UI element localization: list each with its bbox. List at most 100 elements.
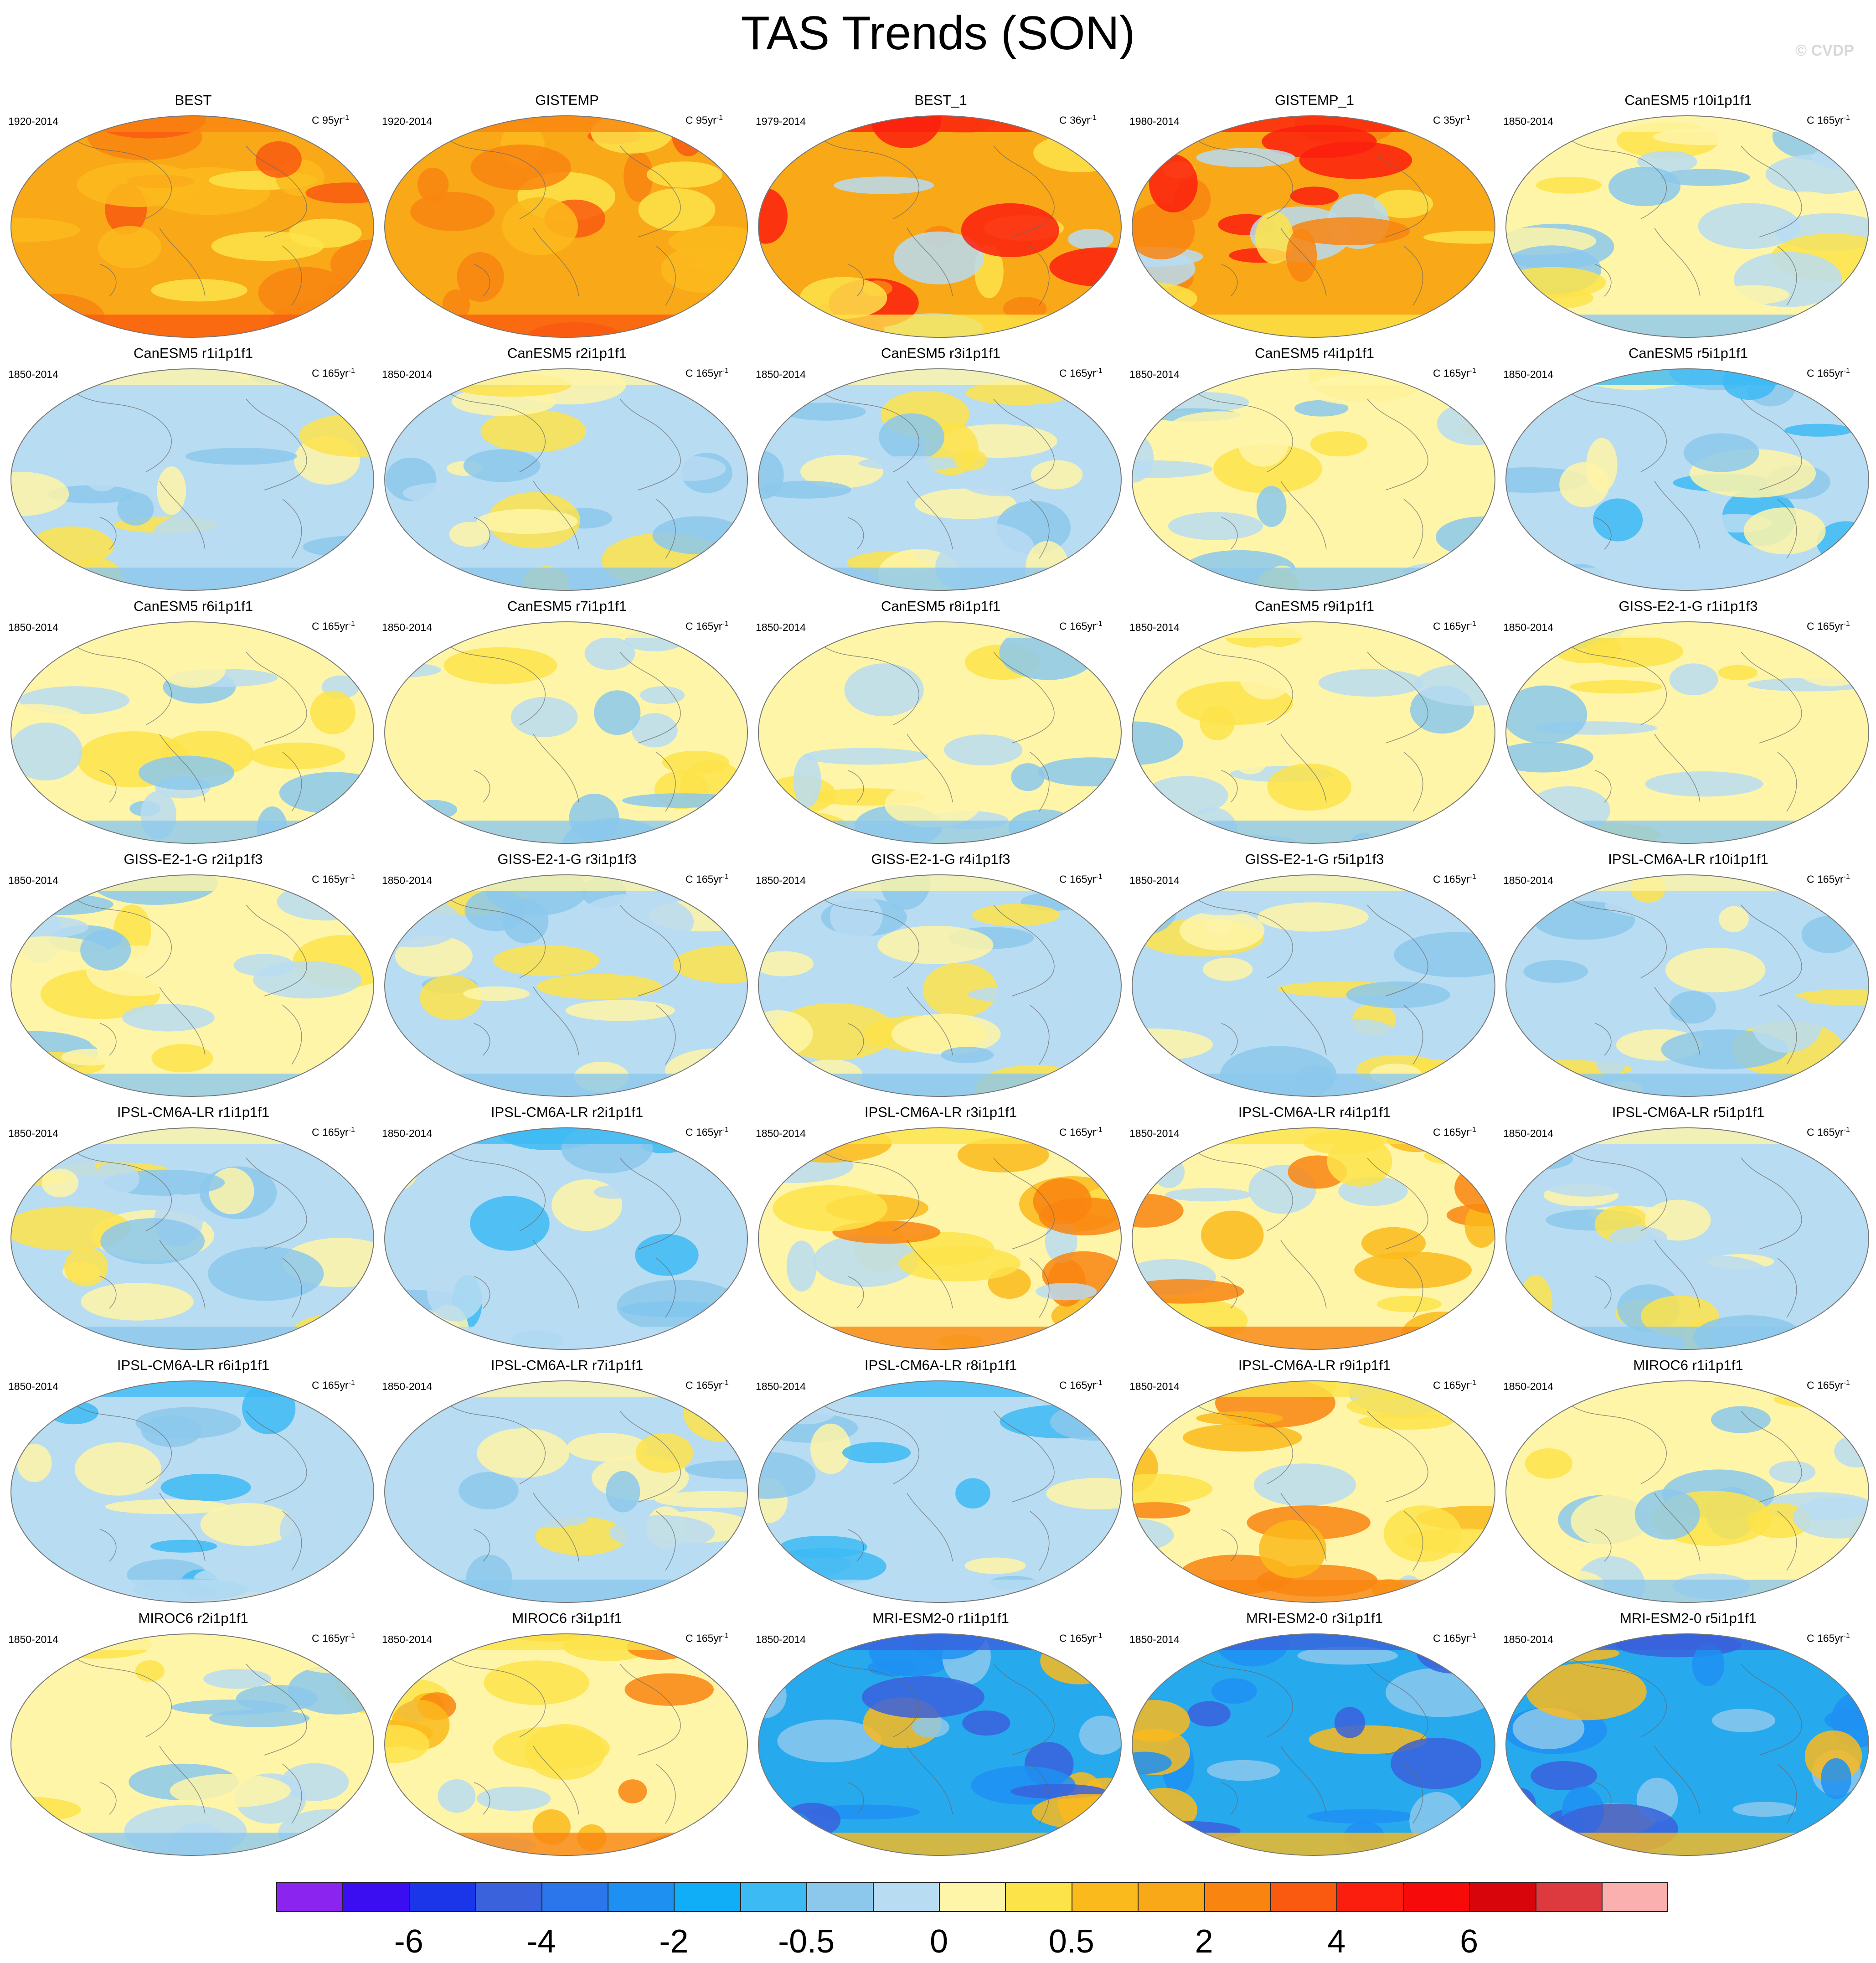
map-outline bbox=[1132, 115, 1495, 338]
coastline bbox=[451, 1659, 546, 1737]
panel-title: IPSL-CM6A-LR r8i1p1f1 bbox=[864, 1357, 1017, 1373]
coastline bbox=[451, 900, 546, 978]
antarctic-band bbox=[1506, 1074, 1869, 1096]
panel-title: CanESM5 r3i1p1f1 bbox=[881, 345, 1000, 361]
panel-period: 1850-2014 bbox=[8, 368, 58, 380]
trend-region bbox=[1202, 957, 1253, 981]
trend-region bbox=[758, 951, 814, 976]
antarctic-band bbox=[1132, 1327, 1495, 1349]
trend-region bbox=[1644, 627, 1738, 675]
panel-period: 1850-2014 bbox=[8, 1127, 58, 1139]
trend-region bbox=[339, 558, 374, 579]
colorbar-swatch bbox=[1535, 1882, 1602, 1912]
trend-region bbox=[443, 647, 557, 684]
coastline bbox=[1198, 900, 1293, 978]
trend-region bbox=[898, 1246, 1021, 1281]
map-outline bbox=[10, 1633, 374, 1856]
panel-period: 1850-2014 bbox=[756, 368, 806, 380]
trend-region bbox=[1644, 1199, 1711, 1241]
trend-region bbox=[1168, 512, 1263, 540]
trend-region bbox=[493, 1726, 610, 1770]
coastline bbox=[1198, 647, 1293, 725]
world-map bbox=[10, 1127, 374, 1350]
figure-title: TAS Trends (SON) bbox=[741, 7, 1135, 60]
trend-region bbox=[618, 1779, 647, 1803]
trend-region bbox=[200, 1503, 295, 1546]
trend-region bbox=[1386, 1668, 1495, 1717]
trend-region bbox=[1669, 991, 1716, 1024]
trend-region bbox=[867, 1659, 917, 1676]
antarctic-band bbox=[11, 315, 374, 337]
trend-region bbox=[427, 1263, 484, 1322]
trend-region bbox=[151, 514, 237, 562]
coastline bbox=[825, 141, 919, 219]
trend-region bbox=[1376, 1296, 1442, 1312]
trend-region bbox=[438, 1779, 476, 1813]
panel-title: MRI-ESM2-0 r5i1p1f1 bbox=[1620, 1610, 1757, 1626]
panel-title: CanESM5 r8i1p1f1 bbox=[881, 598, 1000, 614]
coastline bbox=[1777, 1764, 1797, 1824]
trend-region bbox=[61, 1049, 120, 1066]
coastline bbox=[1741, 1157, 1802, 1250]
antarctic-band bbox=[1506, 315, 1869, 337]
panel-units: C 165yr-1 bbox=[1433, 1377, 1476, 1392]
colorbar-label: 6 bbox=[1460, 1923, 1479, 1960]
coastline bbox=[159, 1493, 206, 1562]
trend-region bbox=[593, 1185, 633, 1199]
trend-region bbox=[88, 1024, 128, 1050]
panel-units: C 165yr-1 bbox=[1059, 871, 1103, 886]
colorbar-swatch bbox=[674, 1882, 741, 1912]
panel-title: CanESM5 r2i1p1f1 bbox=[507, 345, 627, 361]
trend-region bbox=[961, 203, 1059, 258]
trend-region bbox=[1791, 633, 1869, 687]
map-panel: CanESM5 r4i1p1f1 1850-2014 C 165yr-1 bbox=[1128, 344, 1501, 597]
trend-region bbox=[758, 188, 788, 244]
panel-units: C 165yr-1 bbox=[1059, 1377, 1103, 1392]
coastline bbox=[1221, 1276, 1238, 1309]
units-exponent: -1 bbox=[1843, 114, 1850, 122]
trend-region bbox=[844, 663, 924, 717]
panel-title: IPSL-CM6A-LR r3i1p1f1 bbox=[864, 1104, 1017, 1120]
trend-region bbox=[105, 1499, 230, 1514]
trend-region bbox=[1712, 1709, 1775, 1732]
map-panel-grid: BEST 1920-2014 C 95yr-1 GISTEMP 1920-2014 C 9… bbox=[6, 91, 1875, 1860]
coastline bbox=[1367, 1157, 1428, 1250]
units-text: C 165yr bbox=[312, 1126, 349, 1138]
coastline bbox=[1030, 499, 1050, 559]
panel-units: C 165yr-1 bbox=[1807, 871, 1850, 886]
coastline bbox=[1741, 398, 1802, 491]
coastline bbox=[993, 1663, 1055, 1756]
world-map bbox=[758, 1633, 1122, 1856]
world-map bbox=[1505, 1127, 1869, 1350]
trend-region bbox=[1506, 1148, 1573, 1170]
units-exponent: -1 bbox=[722, 1632, 729, 1640]
world-map bbox=[1505, 621, 1869, 844]
coastline bbox=[825, 1406, 919, 1484]
trend-region bbox=[1778, 191, 1833, 210]
trend-region bbox=[1310, 431, 1368, 457]
coastline bbox=[282, 1005, 302, 1065]
antarctic-band bbox=[758, 568, 1121, 590]
map-panel: CanESM5 r1i1p1f1 1850-2014 C 165yr-1 bbox=[6, 344, 380, 597]
trend-region bbox=[1164, 735, 1251, 753]
units-text: C 165yr bbox=[685, 1126, 722, 1138]
units-text: C 165yr bbox=[312, 367, 349, 379]
trend-region bbox=[957, 1137, 1049, 1173]
panel-units: C 165yr-1 bbox=[1807, 618, 1850, 633]
coastline bbox=[1221, 1529, 1238, 1562]
coastline bbox=[825, 394, 919, 472]
trend-region bbox=[891, 1013, 1001, 1054]
trend-region bbox=[456, 754, 510, 774]
antarctic-band bbox=[1132, 568, 1495, 590]
units-text: C 165yr bbox=[312, 873, 349, 885]
trend-region bbox=[567, 1433, 648, 1462]
coastline bbox=[1030, 1258, 1050, 1318]
colorbar-swatch bbox=[1138, 1882, 1205, 1912]
coastline bbox=[282, 752, 302, 812]
coastline bbox=[100, 1529, 117, 1562]
map-outline bbox=[1505, 874, 1869, 1097]
coastline bbox=[1403, 1005, 1423, 1065]
coastline bbox=[1367, 1663, 1428, 1756]
trend-region bbox=[773, 1185, 887, 1231]
coastline bbox=[1403, 246, 1423, 306]
